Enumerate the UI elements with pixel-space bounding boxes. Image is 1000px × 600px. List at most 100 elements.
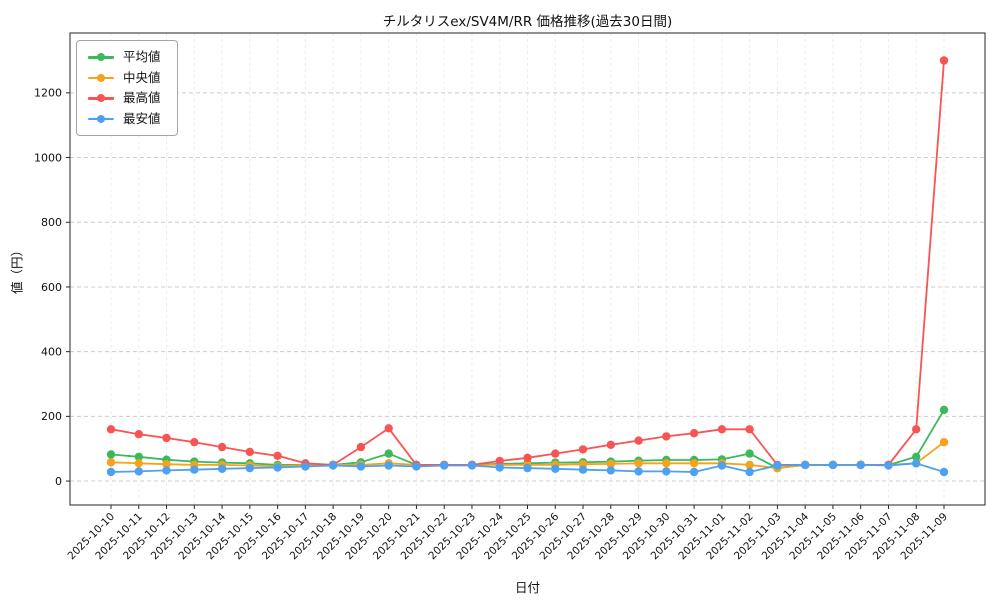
marker-max [217, 442, 227, 452]
legend-item-max: 最高値 [88, 90, 161, 105]
marker-median [606, 459, 615, 469]
marker-min [245, 463, 254, 473]
vertical-gridlines [110, 33, 945, 505]
svg-text:200: 200 [41, 410, 62, 423]
x-tick-labels: 2025-10-102025-10-112025-10-122025-10-13… [65, 505, 950, 562]
marker-min [134, 467, 143, 476]
marker-max [356, 442, 366, 452]
marker-median [162, 460, 171, 469]
marker-min [273, 463, 282, 472]
marker-min [467, 461, 477, 470]
marker-max [717, 425, 727, 434]
legend-line-icon [88, 53, 114, 62]
marker-average [134, 452, 143, 461]
marker-max [551, 449, 560, 458]
marker-max [745, 425, 754, 434]
y-axis-label: 値（円） [9, 243, 25, 295]
marker-median [662, 459, 671, 468]
legend-dot-icon [97, 53, 105, 62]
marker-average [384, 449, 393, 458]
marker-max [523, 453, 532, 462]
marker-max [134, 430, 143, 439]
marker-max [162, 433, 171, 443]
marker-average [745, 449, 754, 458]
marker-min [523, 463, 532, 473]
legend-line-icon [88, 114, 114, 123]
marker-max [912, 425, 921, 434]
marker-min [190, 465, 199, 474]
series-min [106, 459, 949, 477]
marker-max [384, 424, 393, 433]
marker-median [634, 459, 643, 468]
marker-min [328, 461, 338, 470]
marker-min [856, 460, 865, 470]
svg-text:1200: 1200 [34, 87, 62, 100]
marker-max [939, 56, 949, 65]
marker-min [217, 464, 227, 473]
marker-min [440, 461, 449, 470]
legend-dot-icon [97, 94, 105, 103]
svg-text:800: 800 [41, 216, 62, 229]
legend-label: 最高値 [123, 90, 161, 105]
chart-title: チルタリスex/SV4M/RR 価格推移(過去30日間) [382, 14, 673, 30]
marker-median [134, 459, 143, 468]
marker-median [745, 460, 754, 470]
legend-label: 平均値 [123, 49, 161, 64]
marker-max [495, 456, 504, 466]
svg-text:1000: 1000 [34, 151, 62, 164]
svg-text:0: 0 [55, 475, 62, 488]
marker-min [828, 460, 838, 470]
marker-min [356, 462, 366, 471]
marker-min [606, 466, 615, 475]
svg-text:600: 600 [41, 281, 62, 294]
marker-max [634, 436, 643, 445]
marker-min [551, 464, 560, 473]
horizontal-gridlines [70, 92, 985, 482]
marker-max [578, 445, 588, 454]
legend-item-median: 中央値 [88, 69, 161, 85]
legend-label: 中央値 [123, 69, 161, 85]
marker-median [939, 438, 949, 447]
marker-min [689, 467, 699, 477]
marker-max [245, 447, 254, 457]
x-axis-label: 日付 [514, 580, 540, 595]
marker-max [662, 432, 671, 441]
legend-label: 最安値 [123, 110, 161, 126]
marker-average [106, 450, 116, 459]
marker-min [106, 467, 116, 477]
marker-min [634, 467, 643, 476]
legend-line-icon [88, 73, 114, 82]
marker-min [578, 465, 588, 474]
marker-min [162, 466, 171, 475]
marker-min [745, 467, 754, 477]
legend-dot-icon [97, 73, 105, 82]
marker-min [662, 467, 671, 476]
marker-max [273, 451, 282, 460]
marker-min [912, 459, 921, 468]
marker-min [495, 463, 504, 472]
legend-item-min: 最安値 [88, 110, 161, 126]
chart-legend: 平均値中央値最高値最安値 [76, 40, 178, 136]
marker-min [773, 461, 782, 470]
marker-min [301, 462, 310, 471]
marker-max [106, 425, 116, 434]
marker-min [412, 462, 421, 471]
marker-min [884, 461, 893, 470]
svg-text:400: 400 [41, 345, 62, 358]
marker-median [106, 458, 116, 467]
marker-average [939, 405, 949, 415]
marker-max [606, 440, 615, 449]
marker-min [384, 461, 393, 470]
y-tick-labels: 0 200 400 600 800 1000 1200 [34, 87, 70, 488]
marker-average [912, 452, 921, 461]
marker-min [717, 461, 727, 470]
legend-line-icon [88, 94, 114, 103]
legend-item-average: 平均値 [88, 49, 161, 64]
marker-median [689, 459, 699, 468]
marker-min [939, 467, 949, 477]
legend-dot-icon [97, 114, 105, 123]
marker-min [801, 460, 810, 470]
marker-max [689, 429, 699, 438]
